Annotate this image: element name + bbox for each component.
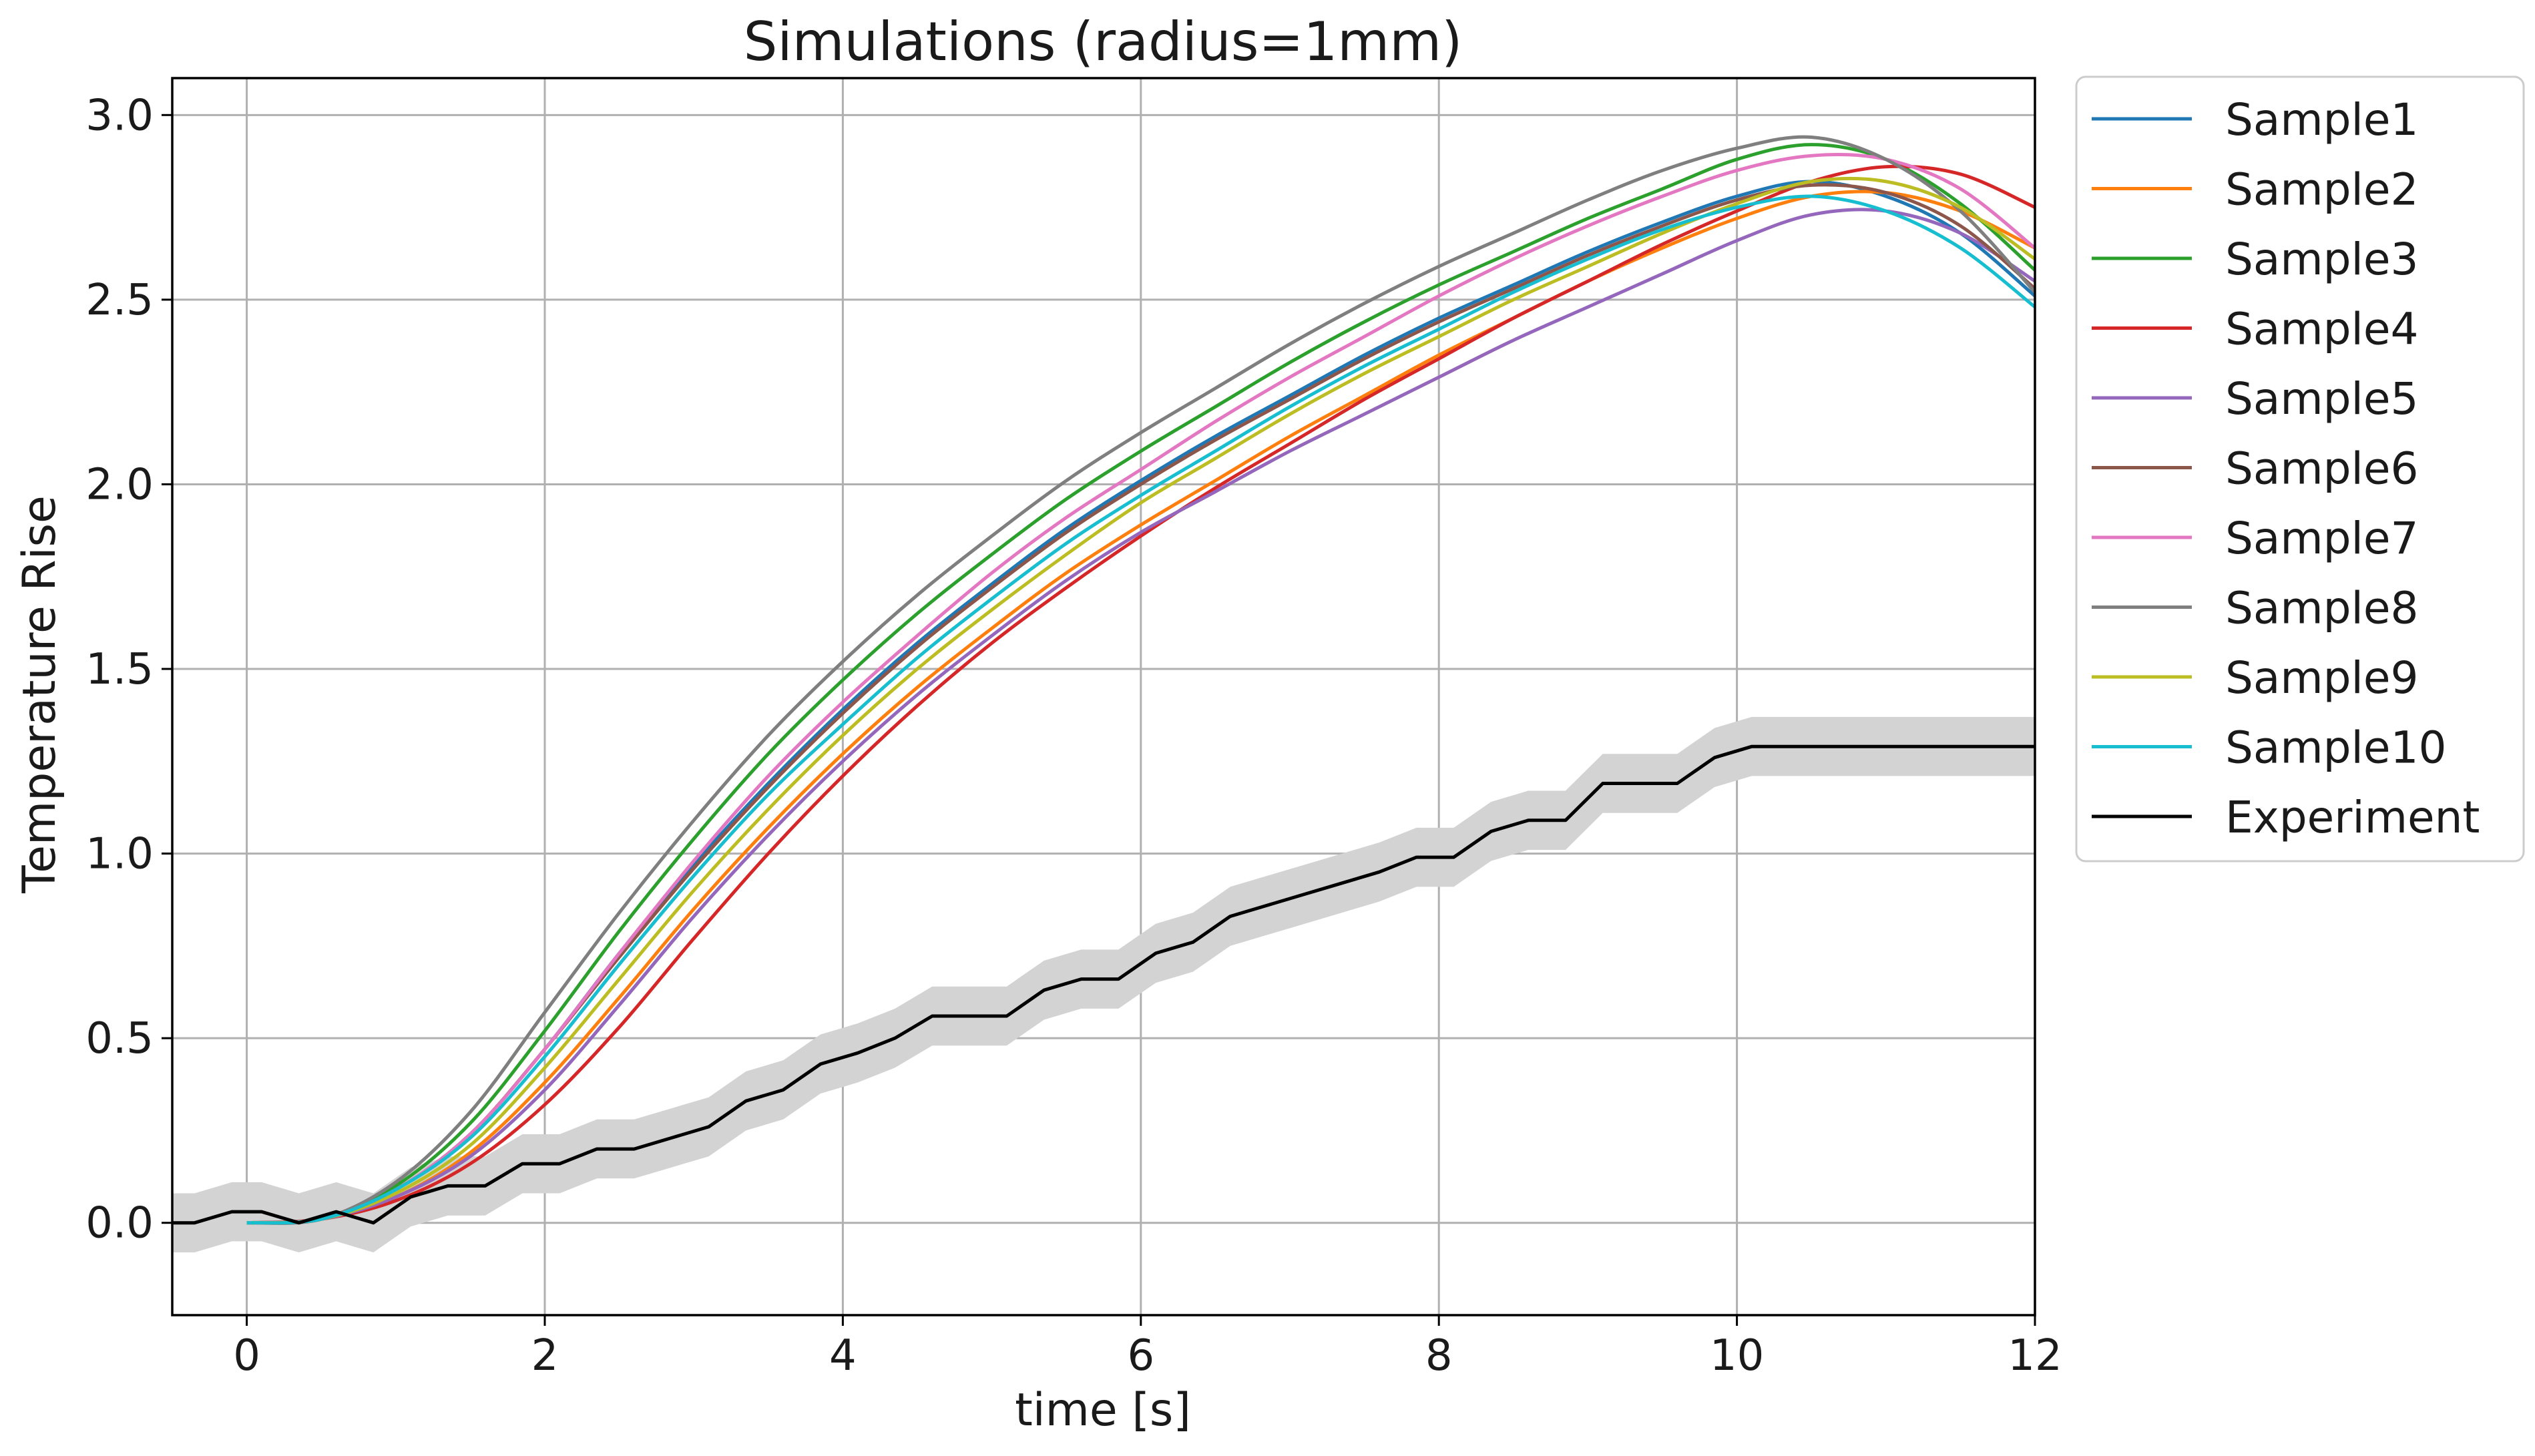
legend-label-sample8: Sample8 — [2225, 583, 2418, 634]
legend-label-sample4: Sample4 — [2225, 304, 2418, 355]
series-line-sample3 — [246, 143, 2036, 1225]
series-line-sample5 — [246, 208, 2036, 1225]
legend-label-sample3: Sample3 — [2225, 234, 2418, 285]
experiment-line-layer — [172, 744, 2035, 1225]
series-layer — [246, 135, 2036, 1225]
y-ticks: 0.0 0.5 1.0 1.5 2.0 2.5 3.0 — [85, 91, 172, 1248]
y-tick-label: 1.5 — [85, 645, 154, 694]
y-tick-label: 1.0 — [85, 830, 154, 879]
legend-label-sample7: Sample7 — [2225, 513, 2418, 564]
experiment-line — [172, 744, 2035, 1225]
series-line-sample9 — [246, 176, 2036, 1225]
legend-label-sample6: Sample6 — [2225, 443, 2418, 495]
legend-entries: Sample1 Sample2 Sample3 Sample4 Sample5 Sampl… — [2092, 94, 2480, 843]
series-line-sample10 — [246, 194, 2036, 1225]
y-tick-label: 2.5 — [85, 276, 154, 325]
x-tick-label: 10 — [1710, 1331, 1764, 1381]
grid — [172, 78, 2036, 1315]
legend-label-sample2: Sample2 — [2225, 164, 2418, 216]
x-tick-label: 12 — [2008, 1331, 2062, 1381]
x-ticks: 0 2 4 6 8 10 12 — [233, 1315, 2062, 1381]
legend-label-sample9: Sample9 — [2225, 652, 2418, 704]
series-line-sample2 — [246, 190, 2036, 1225]
legend: Sample1 Sample2 Sample3 Sample4 Sample5 Sampl… — [2075, 75, 2525, 863]
legend-label-sample5: Sample5 — [2225, 373, 2418, 425]
y-axis-label: Temperature Rise — [13, 495, 66, 894]
series-line-sample7 — [246, 153, 2036, 1225]
x-axis-label: time [s] — [1015, 1384, 1191, 1437]
experiment-band — [172, 716, 2035, 1252]
legend-label-sample1: Sample1 — [2225, 94, 2418, 146]
experiment-band-layer — [172, 716, 2035, 1252]
legend-frame — [2075, 75, 2525, 863]
series-line-sample4 — [246, 164, 2036, 1225]
x-tick-label: 4 — [829, 1331, 857, 1381]
x-tick-label: 6 — [1127, 1331, 1154, 1381]
y-tick-label: 2.0 — [85, 460, 154, 509]
x-tick-label: 0 — [233, 1331, 260, 1381]
plot-frame — [171, 77, 2036, 1316]
legend-label-experiment: Experiment — [2225, 792, 2480, 843]
x-tick-label: 2 — [531, 1331, 559, 1381]
chart-title: Simulations (radius=1mm) — [744, 11, 1463, 73]
series-line-sample8 — [246, 135, 2036, 1225]
y-tick-label: 3.0 — [85, 91, 154, 140]
y-tick-label: 0.5 — [85, 1014, 154, 1063]
y-tick-label: 0.0 — [85, 1199, 154, 1248]
x-tick-label: 8 — [1425, 1331, 1453, 1381]
legend-label-sample10: Sample10 — [2225, 722, 2446, 774]
